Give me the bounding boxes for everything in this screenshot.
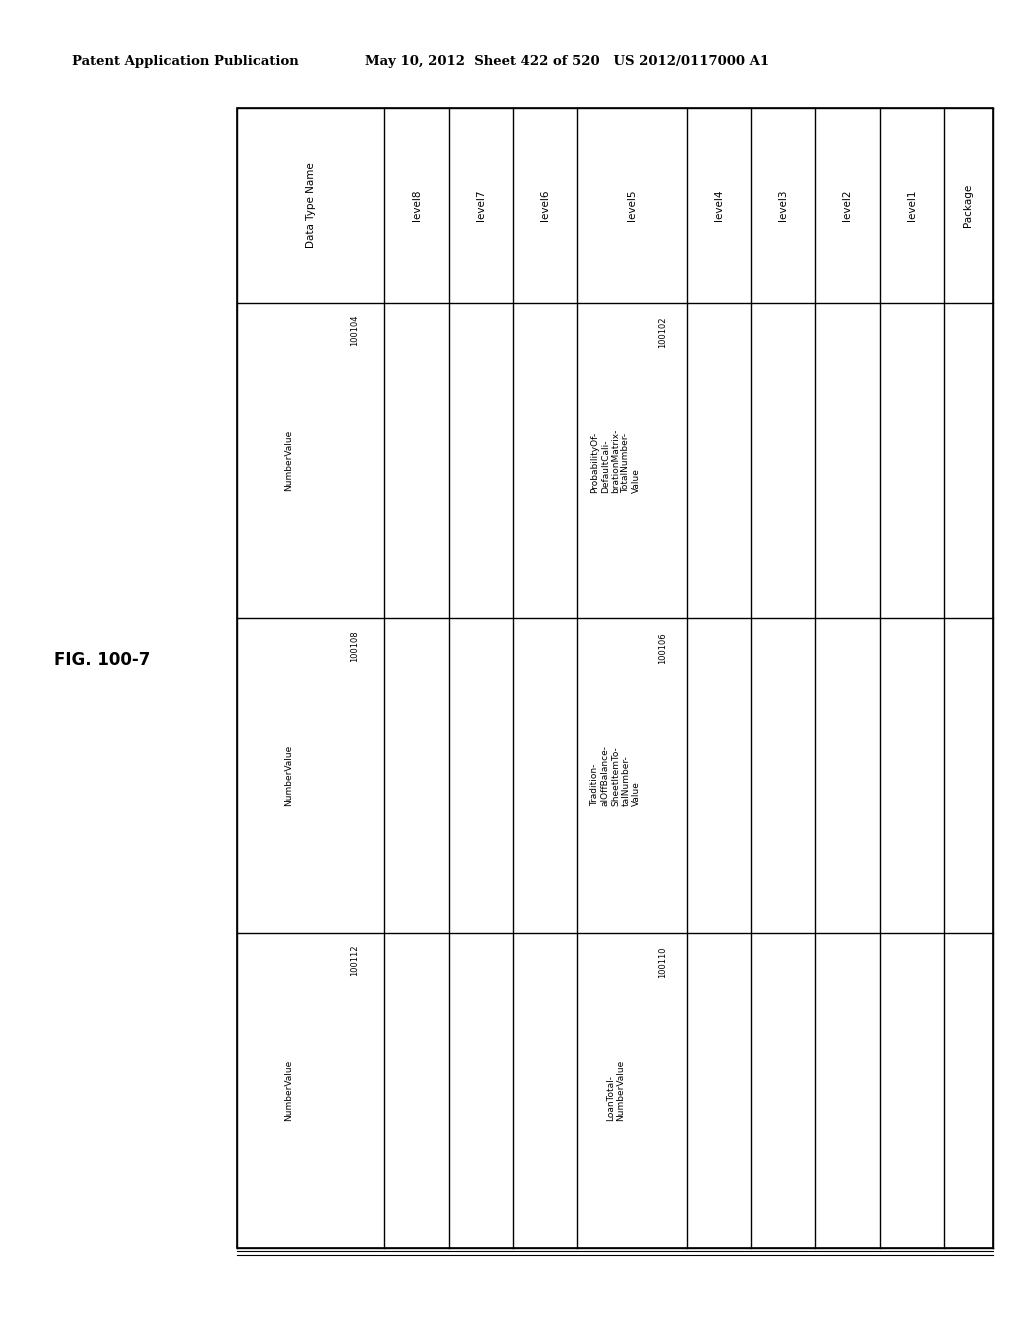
Text: 100108: 100108 <box>350 630 359 661</box>
Text: FIG. 100-7: FIG. 100-7 <box>54 651 151 669</box>
Text: ProbabilityOf-
DefaultCali-
brationMatrix-
TotalNumber-
Value: ProbabilityOf- DefaultCali- brationMatri… <box>590 428 641 492</box>
Text: 100110: 100110 <box>658 946 668 978</box>
Text: level5: level5 <box>627 190 637 222</box>
Text: LoanTotal-
NumberValue: LoanTotal- NumberValue <box>606 1060 626 1121</box>
Text: level3: level3 <box>778 190 788 222</box>
Text: level8: level8 <box>412 190 422 222</box>
Bar <box>237 108 993 1247</box>
Text: level6: level6 <box>540 190 550 222</box>
Text: May 10, 2012  Sheet 422 of 520   US 2012/0117000 A1: May 10, 2012 Sheet 422 of 520 US 2012/01… <box>365 55 769 69</box>
Text: 100102: 100102 <box>658 317 668 348</box>
Text: level4: level4 <box>714 190 724 222</box>
Text: level2: level2 <box>843 190 852 222</box>
Text: Tradition-
alOffBalance-
SheetItemTo-
talNumber-
Value: Tradition- alOffBalance- SheetItemTo- ta… <box>590 744 641 807</box>
Text: Patent Application Publication: Patent Application Publication <box>72 55 299 69</box>
Text: level7: level7 <box>476 190 485 222</box>
Text: 100106: 100106 <box>658 632 668 664</box>
Text: 100112: 100112 <box>350 945 359 977</box>
Text: 100104: 100104 <box>350 315 359 346</box>
Text: NumberValue: NumberValue <box>284 430 293 491</box>
Text: Package: Package <box>964 183 974 227</box>
Text: Data Type Name: Data Type Name <box>306 162 315 248</box>
Text: NumberValue: NumberValue <box>284 744 293 807</box>
Text: level1: level1 <box>906 190 916 222</box>
Text: NumberValue: NumberValue <box>284 1060 293 1121</box>
